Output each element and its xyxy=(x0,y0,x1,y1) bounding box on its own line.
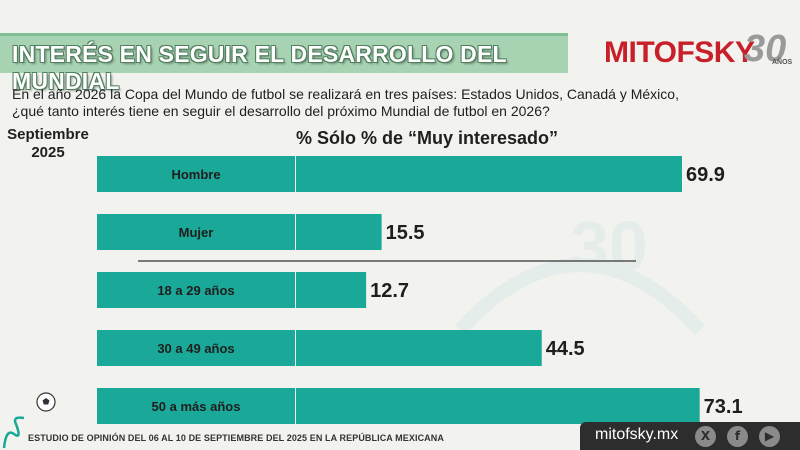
category-box-1 xyxy=(97,214,295,250)
category-label-3: 30 a 49 años xyxy=(157,341,234,356)
website-link[interactable]: mitofsky.mx xyxy=(595,426,679,443)
date-month: Septiembre xyxy=(7,126,89,143)
value-label-3: 44.5 xyxy=(546,338,585,360)
survey-date: Septiembre 2025 xyxy=(0,126,96,162)
bar-3 xyxy=(296,330,542,366)
mitofsky-logo: MITOFSKY 30 AÑOS xyxy=(604,28,794,75)
background-stadium-watermark: 30 xyxy=(454,207,706,335)
decorative-swirl-icon xyxy=(2,416,25,449)
question-line-2: ¿qué tanto interés tiene en seguir el de… xyxy=(12,103,550,119)
value-label-0: 69.9 xyxy=(686,164,725,186)
svg-text:30: 30 xyxy=(570,207,648,285)
study-footnote: ESTUDIO DE OPINIÓN DEL 06 AL 10 DE SEPTI… xyxy=(28,433,444,443)
category-label-0: Hombre xyxy=(171,167,220,182)
category-box-3 xyxy=(97,330,295,366)
bar-4 xyxy=(296,388,700,424)
youtube-icon[interactable]: ▶ xyxy=(759,426,780,447)
x-icon[interactable]: X xyxy=(695,426,716,447)
page-title: INTERÉS EN SEGUIR EL DESARROLLO DEL MUND… xyxy=(12,41,507,94)
value-label-4: 73.1 xyxy=(704,396,743,418)
brand-anniversary-label: AÑOS xyxy=(772,59,793,66)
title-banner: INTERÉS EN SEGUIR EL DESARROLLO DEL MUND… xyxy=(0,33,568,94)
category-box-4 xyxy=(97,388,295,424)
category-box-0 xyxy=(97,156,295,192)
chart-title: % Sólo % de “Muy interesado” xyxy=(296,128,559,148)
value-label-2: 12.7 xyxy=(370,280,409,302)
category-label-2: 18 a 29 años xyxy=(157,283,234,298)
category-label-4: 50 a más años xyxy=(152,399,241,414)
date-year: 2025 xyxy=(31,144,65,161)
bar-0 xyxy=(296,156,682,192)
brand-name: MITOFSKY xyxy=(604,36,755,69)
value-label-1: 15.5 xyxy=(386,222,425,244)
category-box-2 xyxy=(97,272,295,308)
soccer-ball-icon xyxy=(36,392,56,412)
bar-1 xyxy=(296,214,382,250)
survey-question: En el año 2026 la Copa del Mundo de futb… xyxy=(12,86,772,120)
category-label-1: Mujer xyxy=(179,225,214,240)
bar-2 xyxy=(296,272,367,308)
facebook-icon[interactable]: f xyxy=(727,426,748,447)
brand-anniversary-number: 30 xyxy=(744,28,787,70)
question-line-1: En el año 2026 la Copa del Mundo de futb… xyxy=(12,86,679,102)
